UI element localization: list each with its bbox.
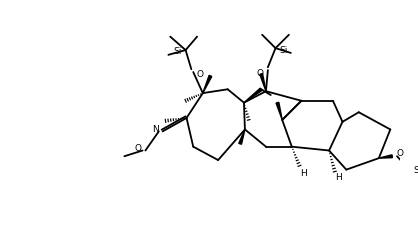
Polygon shape <box>276 102 282 120</box>
Text: Si: Si <box>413 166 418 175</box>
Text: O: O <box>256 69 263 78</box>
Polygon shape <box>239 129 245 144</box>
Text: O: O <box>396 149 403 158</box>
Text: Si: Si <box>279 46 288 55</box>
Polygon shape <box>244 88 262 103</box>
Text: Si: Si <box>173 47 182 55</box>
Polygon shape <box>203 75 212 93</box>
Text: N: N <box>152 125 159 134</box>
Text: H: H <box>335 173 342 182</box>
Text: O: O <box>196 70 203 79</box>
Polygon shape <box>379 155 393 158</box>
Text: O: O <box>135 144 142 153</box>
Text: H: H <box>300 169 307 178</box>
Polygon shape <box>260 74 266 91</box>
